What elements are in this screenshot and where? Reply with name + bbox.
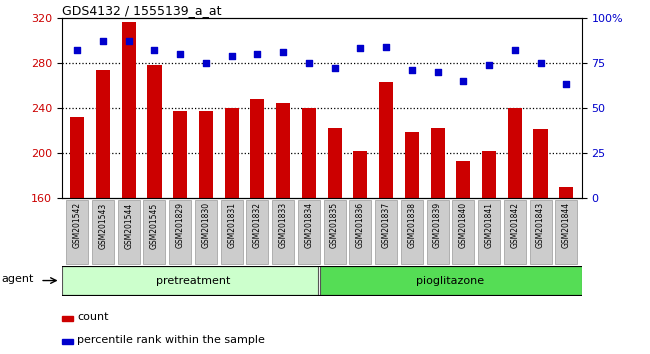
Text: GSM201842: GSM201842: [510, 202, 519, 248]
Point: [124, 38, 134, 44]
FancyBboxPatch shape: [555, 200, 577, 264]
FancyBboxPatch shape: [169, 200, 191, 264]
FancyBboxPatch shape: [92, 200, 114, 264]
FancyBboxPatch shape: [144, 200, 165, 264]
Text: GSM201841: GSM201841: [485, 202, 493, 248]
Point: [98, 38, 108, 44]
Point: [278, 49, 289, 55]
Bar: [328, 128, 342, 198]
Point: [330, 65, 340, 71]
Text: GSM201835: GSM201835: [330, 202, 339, 249]
FancyBboxPatch shape: [298, 200, 320, 264]
Text: GSM201832: GSM201832: [253, 202, 262, 248]
Point: [201, 60, 211, 66]
Text: GSM201542: GSM201542: [73, 202, 82, 249]
Text: count: count: [77, 312, 109, 322]
Point: [72, 47, 83, 53]
Point: [226, 53, 237, 58]
Point: [175, 51, 185, 57]
Bar: [534, 130, 548, 198]
FancyBboxPatch shape: [324, 200, 346, 264]
Text: GSM201836: GSM201836: [356, 202, 365, 249]
Bar: [96, 70, 110, 198]
Bar: [122, 22, 136, 198]
Bar: [62, 266, 318, 295]
Bar: [405, 132, 419, 198]
Bar: [62, 316, 73, 321]
Text: GSM201844: GSM201844: [562, 202, 571, 249]
Point: [510, 47, 520, 53]
Text: GSM201839: GSM201839: [433, 202, 442, 249]
Bar: [173, 112, 187, 198]
FancyBboxPatch shape: [221, 200, 242, 264]
Point: [304, 60, 314, 66]
Point: [355, 46, 365, 51]
Bar: [354, 151, 367, 198]
Text: pretreatment: pretreatment: [156, 275, 230, 286]
Text: GSM201831: GSM201831: [227, 202, 236, 248]
FancyBboxPatch shape: [66, 200, 88, 264]
FancyBboxPatch shape: [375, 200, 397, 264]
Bar: [508, 108, 522, 198]
Bar: [302, 108, 316, 198]
FancyBboxPatch shape: [246, 200, 268, 264]
FancyBboxPatch shape: [195, 200, 217, 264]
Bar: [320, 266, 582, 295]
Point: [407, 67, 417, 73]
Bar: [482, 151, 496, 198]
FancyBboxPatch shape: [504, 200, 526, 264]
Point: [458, 78, 469, 84]
Point: [252, 51, 263, 57]
Text: agent: agent: [1, 274, 34, 284]
Text: GSM201544: GSM201544: [124, 202, 133, 249]
Bar: [148, 65, 161, 198]
Point: [561, 82, 571, 87]
Bar: [250, 99, 265, 198]
Bar: [224, 108, 239, 198]
Text: GSM201834: GSM201834: [304, 202, 313, 249]
FancyBboxPatch shape: [401, 200, 423, 264]
Bar: [379, 82, 393, 198]
Bar: [70, 117, 84, 198]
Text: percentile rank within the sample: percentile rank within the sample: [77, 335, 265, 345]
Text: GSM201829: GSM201829: [176, 202, 185, 248]
Text: GDS4132 / 1555139_a_at: GDS4132 / 1555139_a_at: [62, 4, 221, 17]
Text: GSM201830: GSM201830: [202, 202, 211, 249]
FancyBboxPatch shape: [426, 200, 448, 264]
Point: [432, 69, 443, 75]
Bar: [456, 161, 471, 198]
Bar: [199, 112, 213, 198]
Text: pioglitazone: pioglitazone: [417, 275, 484, 286]
Point: [484, 62, 494, 68]
Point: [381, 44, 391, 50]
Text: GSM201545: GSM201545: [150, 202, 159, 249]
Point: [536, 60, 546, 66]
Bar: [430, 128, 445, 198]
Point: [150, 47, 160, 53]
Text: GSM201843: GSM201843: [536, 202, 545, 249]
Text: GSM201837: GSM201837: [382, 202, 391, 249]
Text: GSM201543: GSM201543: [98, 202, 107, 249]
Text: GSM201838: GSM201838: [408, 202, 417, 248]
FancyBboxPatch shape: [478, 200, 500, 264]
Text: GSM201840: GSM201840: [459, 202, 468, 249]
Text: GSM201833: GSM201833: [279, 202, 288, 249]
FancyBboxPatch shape: [272, 200, 294, 264]
Bar: [62, 339, 73, 344]
Bar: [276, 103, 290, 198]
Bar: [559, 187, 573, 198]
FancyBboxPatch shape: [452, 200, 474, 264]
FancyBboxPatch shape: [118, 200, 140, 264]
FancyBboxPatch shape: [350, 200, 371, 264]
FancyBboxPatch shape: [530, 200, 551, 264]
